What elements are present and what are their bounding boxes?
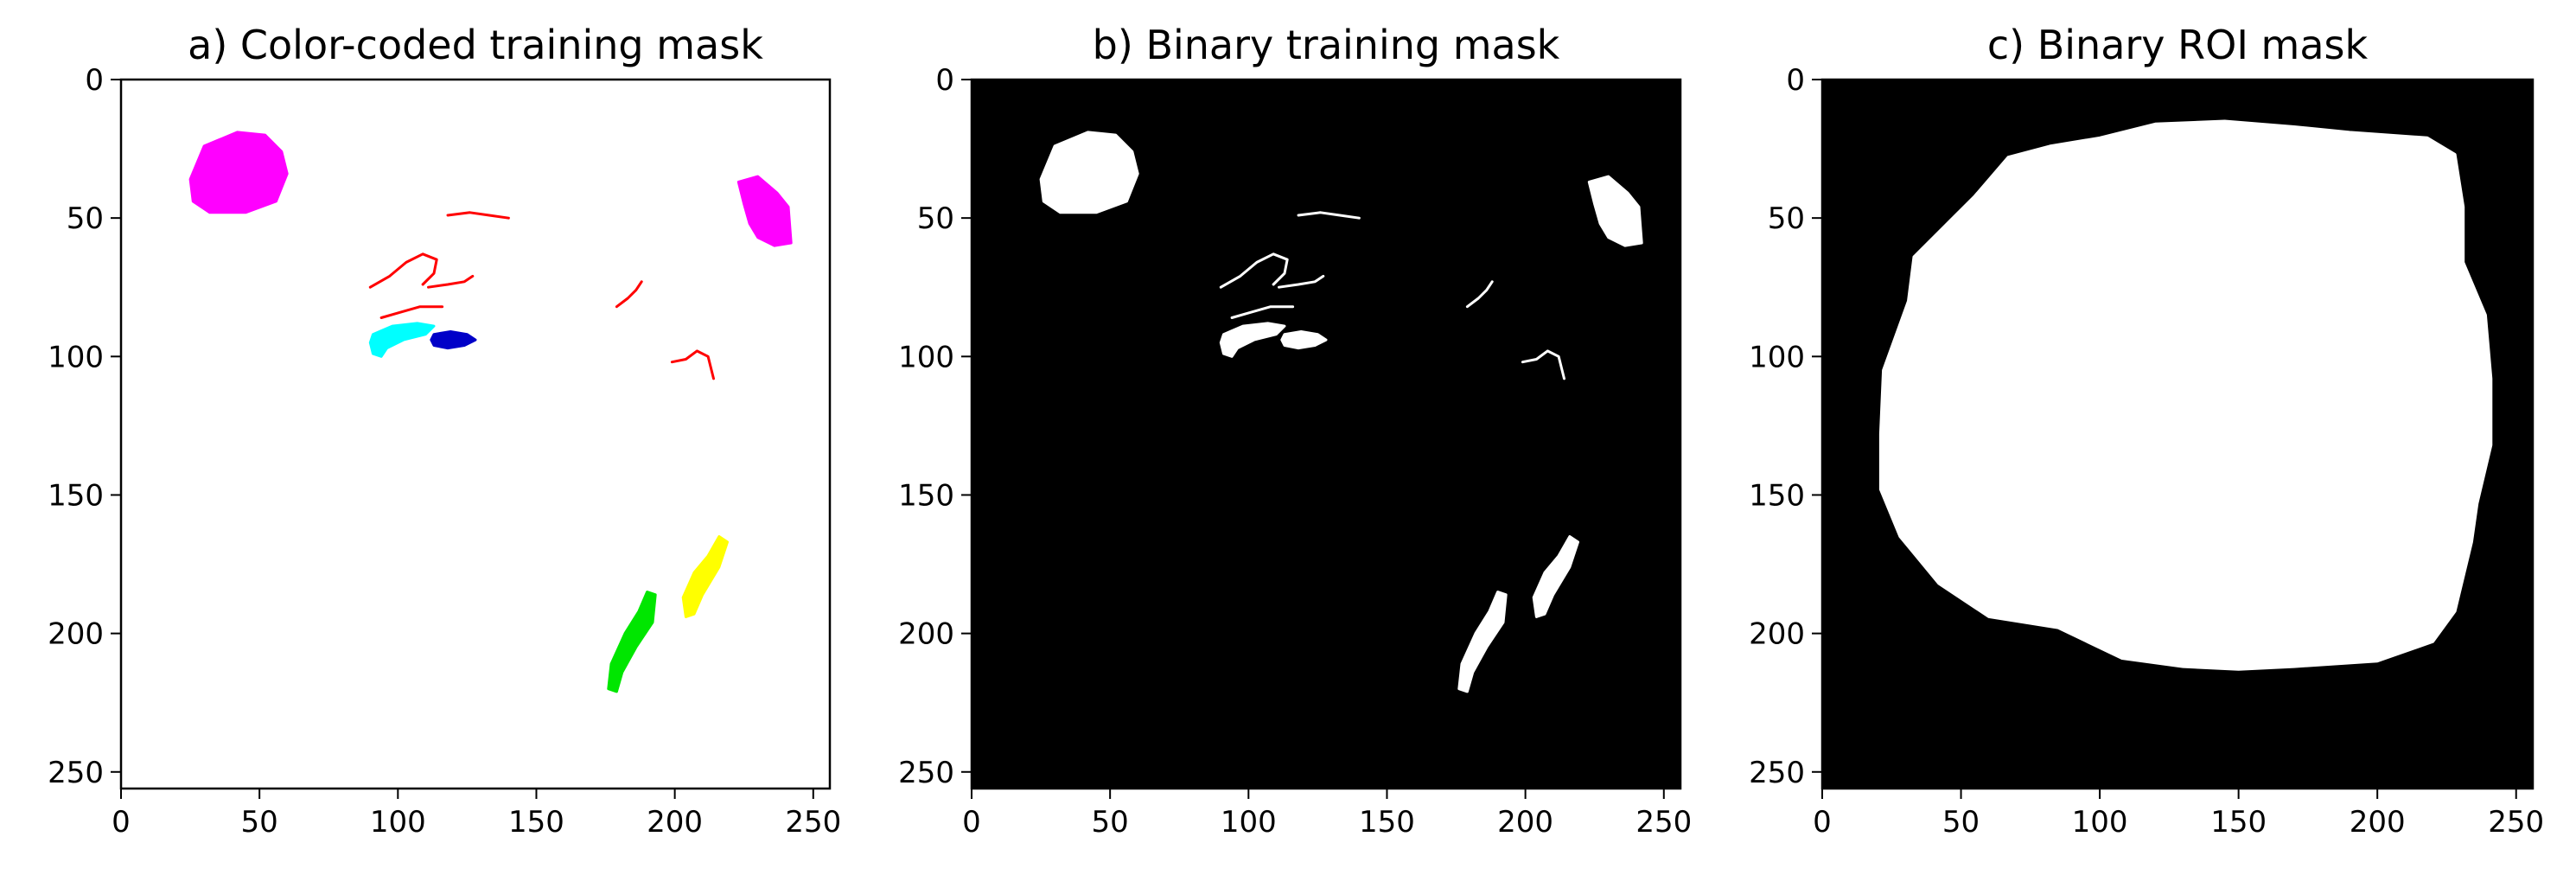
y-tick-label: 50	[67, 201, 104, 236]
x-tick-label: 0	[962, 805, 981, 840]
panel-title: a) Color-coded training mask	[188, 22, 763, 68]
x-tick-label: 50	[241, 805, 278, 840]
x-tick-label: 150	[2210, 805, 2267, 840]
mask-line-3	[1297, 211, 1361, 220]
mask-line-4	[368, 252, 438, 289]
x-tick-label: 100	[2072, 805, 2128, 840]
y-tick-label: 50	[917, 201, 954, 236]
x-tick-label: 50	[1942, 805, 1980, 840]
mask-blob-12	[1532, 535, 1579, 618]
mask-line-8	[670, 349, 715, 380]
mask-line-8	[1521, 349, 1565, 380]
mask-blob-11	[1457, 591, 1508, 693]
mask-line-3	[446, 211, 510, 220]
mask-blob-1	[188, 131, 289, 214]
mask-blob-2	[736, 175, 793, 247]
mask-blob-12	[681, 535, 729, 618]
y-tick-label: 250	[48, 756, 104, 790]
y-tick-label: 100	[898, 340, 954, 374]
y-tick-label: 150	[48, 478, 104, 513]
x-tick-label: 150	[508, 805, 564, 840]
mask-regions	[1039, 131, 1643, 693]
x-tick-label: 250	[785, 805, 841, 840]
x-tick-label: 0	[112, 805, 131, 840]
y-tick-label: 150	[1749, 478, 1805, 513]
y-tick-label: 200	[1749, 617, 1805, 652]
mask-line-6	[379, 305, 444, 319]
mask-blob-1	[1878, 119, 2493, 671]
mask-line-7	[1465, 280, 1494, 309]
x-tick-label: 150	[1359, 805, 1415, 840]
x-tick-label: 50	[1092, 805, 1129, 840]
mask-blob-11	[607, 591, 657, 693]
y-tick-label: 0	[935, 63, 954, 98]
y-tick-label: 0	[1786, 63, 1805, 98]
panel-title: b) Binary training mask	[1093, 22, 1560, 68]
mask-blob-2	[1587, 175, 1643, 247]
y-tick-label: 200	[898, 617, 954, 652]
x-tick-label: 100	[370, 805, 426, 840]
y-tick-label: 250	[1749, 756, 1805, 790]
y-tick-label: 250	[898, 756, 954, 790]
mask-line-7	[615, 280, 643, 309]
y-tick-label: 50	[1768, 201, 1805, 236]
y-tick-label: 0	[85, 63, 104, 98]
mask-regions	[1878, 119, 2493, 671]
x-tick-label: 100	[1221, 805, 1277, 840]
mask-line-5	[1278, 274, 1325, 289]
mask-line-5	[427, 274, 475, 289]
y-tick-label: 100	[48, 340, 104, 374]
mask-blob-10	[430, 330, 477, 350]
y-tick-label: 100	[1749, 340, 1805, 374]
mask-line-4	[1219, 252, 1289, 289]
x-tick-label: 200	[1497, 805, 1553, 840]
x-tick-label: 0	[1813, 805, 1832, 840]
panel-title: c) Binary ROI mask	[1987, 22, 2369, 68]
x-tick-label: 250	[2488, 805, 2544, 840]
axes-frame	[119, 78, 832, 790]
axes-frame	[1820, 78, 2535, 790]
y-tick-label: 150	[898, 478, 954, 513]
mask-line-6	[1230, 305, 1295, 319]
x-tick-label: 200	[647, 805, 703, 840]
mask-blob-9	[368, 322, 436, 358]
mask-blob-9	[1219, 322, 1286, 358]
mask-blob-1	[1039, 131, 1139, 214]
panel-1: a) Color-coded training mask 0 50 100 150 200…	[48, 22, 841, 840]
mask-regions	[188, 131, 793, 693]
axes-frame	[970, 78, 1682, 790]
x-tick-label: 250	[1636, 805, 1692, 840]
y-tick-label: 200	[48, 617, 104, 652]
x-tick-label: 200	[2350, 805, 2406, 840]
mask-blob-10	[1280, 330, 1328, 350]
